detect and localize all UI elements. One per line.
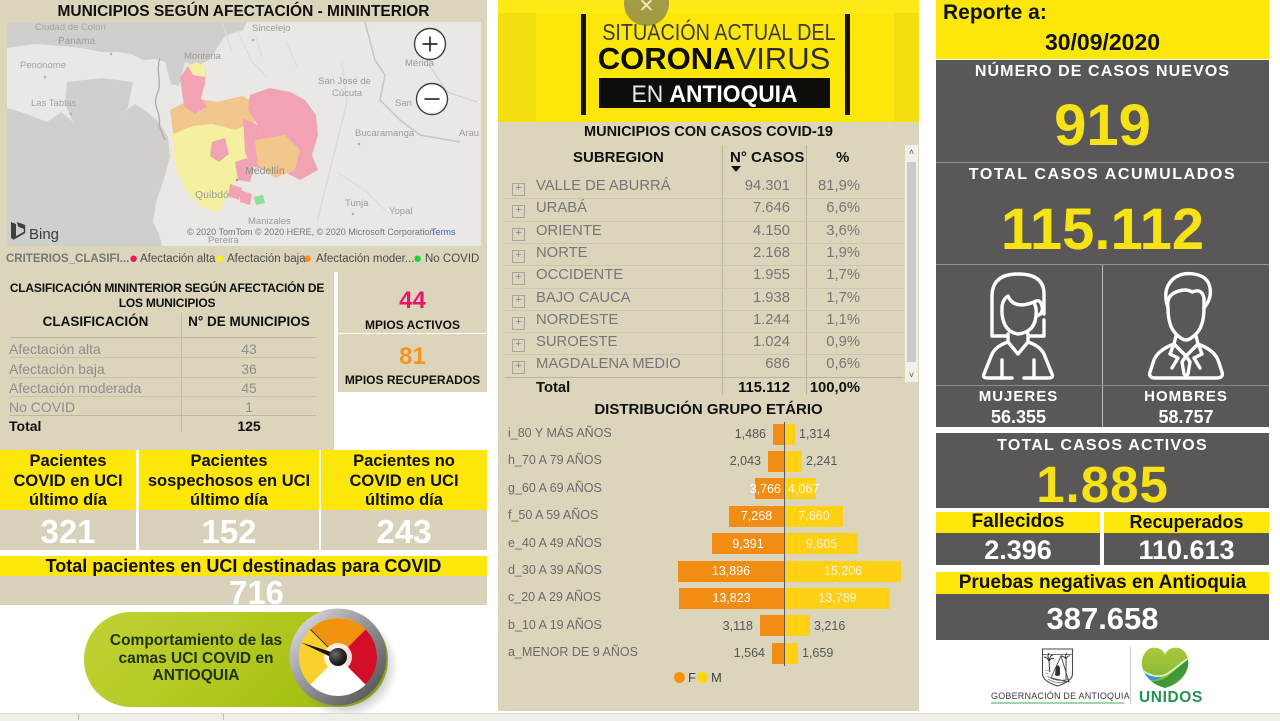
svg-text:San José de: San José de [318, 76, 371, 87]
svg-text:Mérida: Mérida [405, 58, 435, 69]
svg-text:Arau: Arau [459, 128, 479, 139]
svg-text:Sincelejo: Sincelejo [252, 23, 291, 34]
svg-text:Terms: Terms [431, 227, 456, 237]
svg-text:Tunja: Tunja [345, 198, 369, 209]
svg-text:Panama: Panama [58, 36, 96, 47]
svg-text:Quibdó: Quibdó [195, 189, 229, 201]
svg-text:Pereira: Pereira [208, 235, 239, 246]
svg-text:Monteria: Monteria [184, 51, 222, 62]
svg-text:Medellín: Medellín [245, 165, 285, 177]
svg-text:Cúcuta: Cúcuta [332, 88, 363, 99]
svg-text:Las Tablas: Las Tablas [31, 98, 76, 109]
svg-text:Yopal: Yopal [389, 206, 412, 217]
svg-text:Bucaramanga: Bucaramanga [355, 128, 415, 139]
svg-text:Penonome: Penonome [20, 60, 66, 71]
svg-text:Manizales: Manizales [248, 216, 291, 227]
svg-text:Ciudad de Colon: Ciudad de Colon [35, 22, 106, 33]
svg-text:© 2020 TomTom © 2020 HERE, © 2: © 2020 TomTom © 2020 HERE, © 2020 Micros… [187, 227, 434, 237]
svg-text:San: San [395, 98, 412, 109]
svg-text:Bing: Bing [29, 226, 59, 243]
